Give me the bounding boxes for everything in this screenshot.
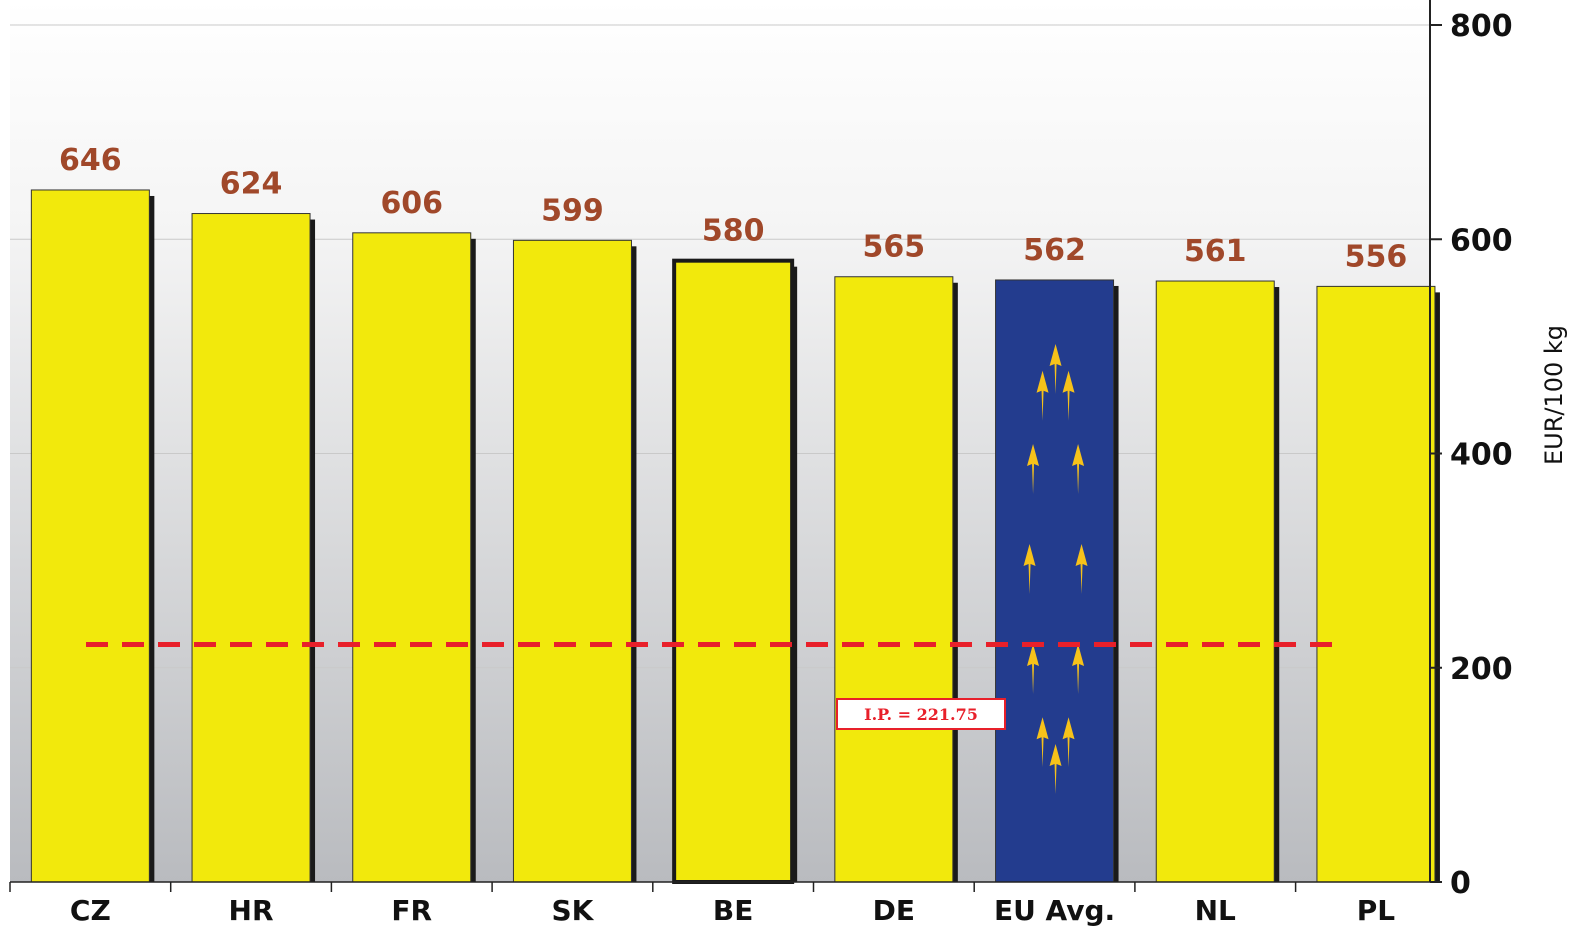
value-label: 646 <box>59 143 122 178</box>
eu-star-icon <box>1027 444 1040 494</box>
eu-star-shape <box>1062 370 1075 421</box>
eu-star-icon <box>1036 717 1049 768</box>
bar <box>834 276 954 883</box>
bar <box>672 258 795 884</box>
bar <box>191 213 311 883</box>
eu-star-shape <box>1049 344 1062 394</box>
bar <box>512 239 632 883</box>
bar <box>995 279 1115 883</box>
eu-star-icon <box>1062 717 1075 768</box>
eu-star-icon <box>1027 644 1040 694</box>
eu-star-shape <box>1075 544 1088 594</box>
eu-star-shape <box>1036 717 1049 768</box>
value-label: 599 <box>541 193 604 228</box>
axes <box>9 0 1458 892</box>
eu-star-shape <box>1072 644 1085 694</box>
y-tick-label: 600 <box>1450 223 1513 258</box>
bar <box>30 189 150 883</box>
bar <box>1155 280 1275 883</box>
eu-star-icon <box>1023 544 1036 594</box>
category-label: SK <box>552 894 595 927</box>
reference-label: I.P. = 221.75 <box>864 705 978 724</box>
category-label: DE <box>873 894 915 927</box>
category-label: EU Avg. <box>994 894 1115 927</box>
y-axis-label: EUR/100 kg <box>1540 325 1568 465</box>
value-label: 562 <box>1023 233 1086 268</box>
y-tick-label: 800 <box>1450 9 1513 44</box>
category-label: PL <box>1357 894 1396 927</box>
eu-star-icon <box>1049 344 1062 394</box>
eu-star-shape <box>1072 444 1085 494</box>
reference-label-box <box>836 698 1006 730</box>
category-label: HR <box>229 894 274 927</box>
eu-star-shape <box>1027 444 1040 494</box>
y-tick-label: 0 <box>1450 866 1471 901</box>
y-tick-label: 400 <box>1450 438 1513 473</box>
category-label: FR <box>391 894 432 927</box>
eu-star-icon <box>1036 370 1049 421</box>
eu-star-icon <box>1049 744 1062 794</box>
bar <box>1316 285 1436 883</box>
eu-star-icon <box>1075 544 1088 594</box>
eu-star-shape <box>1027 644 1040 694</box>
eu-star-shape <box>1023 544 1036 594</box>
eu-star-icon <box>1072 444 1085 494</box>
labels: 646 CZ 624 HR 606 FR 599 SK 580 BE 565 DE 562 EU Avg.… <box>59 9 1568 927</box>
eu-star-shape <box>1036 370 1049 421</box>
bar <box>352 232 472 883</box>
bars <box>30 189 1440 884</box>
category-label: CZ <box>70 894 111 927</box>
y-tick-label: 200 <box>1450 652 1513 687</box>
reference-line-group: I.P. = 221.75 <box>86 641 1332 730</box>
category-label: NL <box>1195 894 1236 927</box>
value-label: 624 <box>220 167 283 202</box>
category-label: BE <box>713 894 753 927</box>
eu-star-shape <box>1049 744 1062 794</box>
value-label: 565 <box>863 230 926 265</box>
eu-star-shape <box>1062 717 1075 768</box>
eu-star-icon <box>1072 644 1085 694</box>
value-label: 580 <box>702 214 765 249</box>
value-label: 556 <box>1345 239 1408 274</box>
value-label: 606 <box>380 186 443 221</box>
eu-star-icon <box>1062 370 1075 421</box>
value-label: 561 <box>1184 234 1247 269</box>
